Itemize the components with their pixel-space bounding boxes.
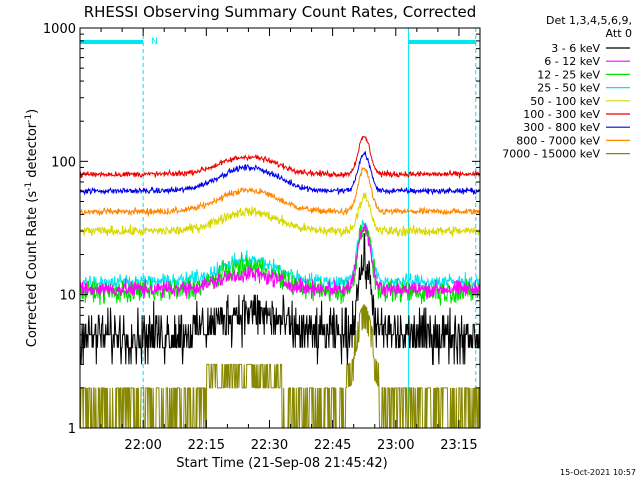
legend-label-3: 25 - 50 keV [537, 82, 600, 95]
legend-label-2: 12 - 25 keV [537, 68, 600, 81]
legend-label-6: 300 - 800 keV [523, 121, 600, 134]
legend-label-4: 50 - 100 keV [530, 95, 600, 108]
y-tick-label-2: 100 [51, 155, 76, 170]
y-tick-label-0: 1 [68, 422, 76, 437]
x-tick-label-0: 22:00 [124, 438, 161, 453]
legend-label-8: 7000 - 15000 keV [502, 148, 600, 161]
x-tick-label-3: 22:45 [314, 438, 351, 453]
y-tick-label-1: 10 [59, 289, 76, 304]
series-line-5 [79, 135, 481, 179]
legend-header-line-2: Att 0 [606, 27, 632, 40]
x-axis: 22:00 22:15 22:30 22:45 23:00 23:15 [79, 28, 481, 453]
legend-label-1: 6 - 12 keV [544, 55, 600, 68]
x-tick-label-2: 22:30 [251, 438, 288, 453]
series-line-7 [79, 166, 481, 218]
x-axis-title: Start Time (21-Sep-08 21:45:42) [176, 456, 387, 471]
plot-frame [79, 27, 481, 429]
series-line-3 [79, 219, 481, 292]
legend-label-5: 100 - 300 keV [523, 108, 600, 121]
y-axis: 1 10 100 1000 [43, 22, 480, 437]
x-tick-label-4: 23:00 [377, 438, 414, 453]
legend-label-7: 800 - 7000 keV [516, 134, 600, 147]
series-line-4 [79, 192, 481, 238]
series-line-1 [79, 223, 481, 300]
timestamp: 15-Oct-2021 10:57 [560, 468, 636, 477]
series-line-6 [79, 151, 481, 196]
night-marker: N [151, 37, 158, 47]
chart-title: RHESSI Observing Summary Count Rates, Co… [84, 3, 477, 21]
plot-area [79, 28, 481, 429]
legend-label-0: 3 - 6 keV [551, 42, 600, 55]
legend-header-line-1: Det 1,3,4,5,6,9, [546, 14, 632, 27]
x-tick-label-5: 23:15 [440, 438, 477, 453]
x-tick-label-1: 22:15 [188, 438, 225, 453]
y-axis-title: Corrected Count Rate (s-1 detector-1) [24, 109, 40, 347]
y-tick-label-3: 1000 [43, 22, 76, 37]
series-line-8 [79, 304, 480, 429]
series-line-0 [79, 232, 480, 365]
